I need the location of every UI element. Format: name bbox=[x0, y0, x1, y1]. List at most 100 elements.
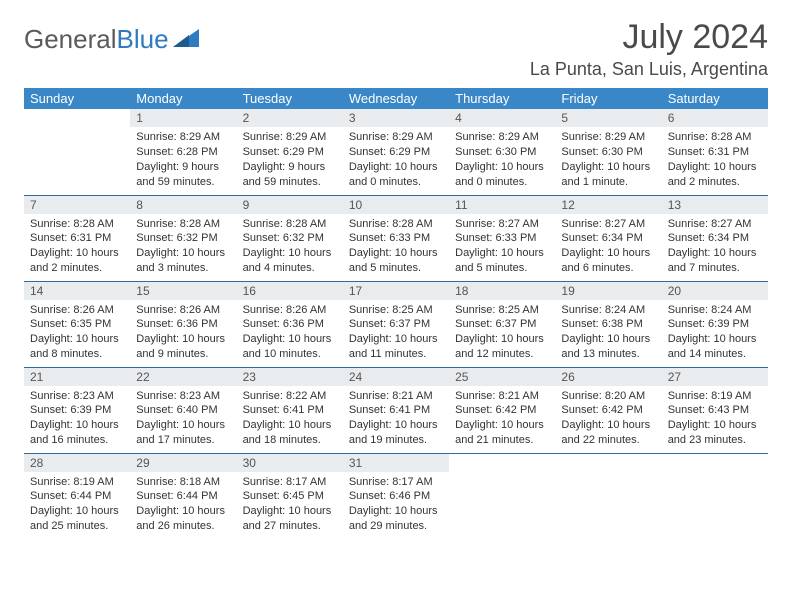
day-body: Sunrise: 8:22 AMSunset: 6:41 PMDaylight:… bbox=[237, 386, 343, 452]
daylight-line2: and 59 minutes. bbox=[243, 175, 337, 190]
weekday-header: Saturday bbox=[662, 88, 768, 109]
day-body: Sunrise: 8:29 AMSunset: 6:30 PMDaylight:… bbox=[555, 127, 661, 193]
day-number: 12 bbox=[555, 196, 661, 214]
calendar-cell bbox=[555, 453, 661, 539]
day-number: 10 bbox=[343, 196, 449, 214]
day-body: Sunrise: 8:27 AMSunset: 6:33 PMDaylight:… bbox=[449, 214, 555, 280]
weekday-header: Friday bbox=[555, 88, 661, 109]
sunset-text: Sunset: 6:41 PM bbox=[243, 403, 337, 418]
sunset-text: Sunset: 6:41 PM bbox=[349, 403, 443, 418]
daylight-line1: Daylight: 10 hours bbox=[455, 332, 549, 347]
sunrise-text: Sunrise: 8:28 AM bbox=[30, 217, 124, 232]
day-number: 13 bbox=[662, 196, 768, 214]
day-body: Sunrise: 8:26 AMSunset: 6:36 PMDaylight:… bbox=[130, 300, 236, 366]
day-number: 1 bbox=[130, 109, 236, 127]
calendar-cell bbox=[662, 453, 768, 539]
day-number: 21 bbox=[24, 368, 130, 386]
daylight-line2: and 11 minutes. bbox=[349, 347, 443, 362]
calendar-cell: 6Sunrise: 8:28 AMSunset: 6:31 PMDaylight… bbox=[662, 109, 768, 195]
daylight-line2: and 12 minutes. bbox=[455, 347, 549, 362]
daylight-line1: Daylight: 10 hours bbox=[30, 246, 124, 261]
day-body: Sunrise: 8:28 AMSunset: 6:31 PMDaylight:… bbox=[24, 214, 130, 280]
calendar-cell: 31Sunrise: 8:17 AMSunset: 6:46 PMDayligh… bbox=[343, 453, 449, 539]
day-number: 18 bbox=[449, 282, 555, 300]
daylight-line1: Daylight: 10 hours bbox=[455, 246, 549, 261]
sunset-text: Sunset: 6:34 PM bbox=[561, 231, 655, 246]
daylight-line2: and 23 minutes. bbox=[668, 433, 762, 448]
calendar-cell: 19Sunrise: 8:24 AMSunset: 6:38 PMDayligh… bbox=[555, 281, 661, 367]
day-body: Sunrise: 8:18 AMSunset: 6:44 PMDaylight:… bbox=[130, 472, 236, 538]
sunset-text: Sunset: 6:32 PM bbox=[243, 231, 337, 246]
daylight-line2: and 9 minutes. bbox=[136, 347, 230, 362]
day-number: 15 bbox=[130, 282, 236, 300]
day-body: Sunrise: 8:17 AMSunset: 6:46 PMDaylight:… bbox=[343, 472, 449, 538]
daylight-line1: Daylight: 10 hours bbox=[243, 418, 337, 433]
calendar-cell: 1Sunrise: 8:29 AMSunset: 6:28 PMDaylight… bbox=[130, 109, 236, 195]
sunrise-text: Sunrise: 8:28 AM bbox=[349, 217, 443, 232]
month-title: July 2024 bbox=[530, 18, 768, 57]
daylight-line2: and 4 minutes. bbox=[243, 261, 337, 276]
daylight-line1: Daylight: 10 hours bbox=[136, 418, 230, 433]
day-number: 26 bbox=[555, 368, 661, 386]
calendar-cell: 26Sunrise: 8:20 AMSunset: 6:42 PMDayligh… bbox=[555, 367, 661, 453]
day-body: Sunrise: 8:19 AMSunset: 6:43 PMDaylight:… bbox=[662, 386, 768, 452]
sunset-text: Sunset: 6:36 PM bbox=[243, 317, 337, 332]
day-number: 31 bbox=[343, 454, 449, 472]
day-body: Sunrise: 8:23 AMSunset: 6:39 PMDaylight:… bbox=[24, 386, 130, 452]
day-number: 24 bbox=[343, 368, 449, 386]
sunrise-text: Sunrise: 8:28 AM bbox=[668, 130, 762, 145]
calendar-cell: 27Sunrise: 8:19 AMSunset: 6:43 PMDayligh… bbox=[662, 367, 768, 453]
day-body: Sunrise: 8:21 AMSunset: 6:42 PMDaylight:… bbox=[449, 386, 555, 452]
sunrise-text: Sunrise: 8:22 AM bbox=[243, 389, 337, 404]
day-body: Sunrise: 8:26 AMSunset: 6:36 PMDaylight:… bbox=[237, 300, 343, 366]
daylight-line2: and 25 minutes. bbox=[30, 519, 124, 534]
day-body: Sunrise: 8:28 AMSunset: 6:31 PMDaylight:… bbox=[662, 127, 768, 193]
day-number: 25 bbox=[449, 368, 555, 386]
daylight-line2: and 59 minutes. bbox=[136, 175, 230, 190]
sunset-text: Sunset: 6:45 PM bbox=[243, 489, 337, 504]
day-body: Sunrise: 8:26 AMSunset: 6:35 PMDaylight:… bbox=[24, 300, 130, 366]
daylight-line1: Daylight: 10 hours bbox=[561, 160, 655, 175]
day-number: 19 bbox=[555, 282, 661, 300]
day-number: 27 bbox=[662, 368, 768, 386]
daylight-line2: and 16 minutes. bbox=[30, 433, 124, 448]
sunrise-text: Sunrise: 8:27 AM bbox=[455, 217, 549, 232]
calendar-cell: 3Sunrise: 8:29 AMSunset: 6:29 PMDaylight… bbox=[343, 109, 449, 195]
daylight-line1: Daylight: 10 hours bbox=[30, 504, 124, 519]
day-body: Sunrise: 8:20 AMSunset: 6:42 PMDaylight:… bbox=[555, 386, 661, 452]
daylight-line2: and 27 minutes. bbox=[243, 519, 337, 534]
sunrise-text: Sunrise: 8:21 AM bbox=[349, 389, 443, 404]
sunset-text: Sunset: 6:31 PM bbox=[30, 231, 124, 246]
sunrise-text: Sunrise: 8:17 AM bbox=[349, 475, 443, 490]
daylight-line1: Daylight: 10 hours bbox=[668, 246, 762, 261]
day-body: Sunrise: 8:24 AMSunset: 6:39 PMDaylight:… bbox=[662, 300, 768, 366]
calendar-cell: 10Sunrise: 8:28 AMSunset: 6:33 PMDayligh… bbox=[343, 195, 449, 281]
sunrise-text: Sunrise: 8:23 AM bbox=[136, 389, 230, 404]
daylight-line1: Daylight: 10 hours bbox=[136, 504, 230, 519]
calendar-cell: 11Sunrise: 8:27 AMSunset: 6:33 PMDayligh… bbox=[449, 195, 555, 281]
daylight-line2: and 7 minutes. bbox=[668, 261, 762, 276]
day-body: Sunrise: 8:28 AMSunset: 6:32 PMDaylight:… bbox=[237, 214, 343, 280]
day-number: 28 bbox=[24, 454, 130, 472]
day-body: Sunrise: 8:29 AMSunset: 6:29 PMDaylight:… bbox=[237, 127, 343, 193]
logo-part2: Blue bbox=[117, 24, 169, 54]
day-number: 23 bbox=[237, 368, 343, 386]
daylight-line1: Daylight: 10 hours bbox=[668, 160, 762, 175]
weekday-header-row: SundayMondayTuesdayWednesdayThursdayFrid… bbox=[24, 88, 768, 109]
calendar-cell: 12Sunrise: 8:27 AMSunset: 6:34 PMDayligh… bbox=[555, 195, 661, 281]
sunrise-text: Sunrise: 8:25 AM bbox=[455, 303, 549, 318]
daylight-line1: Daylight: 10 hours bbox=[349, 160, 443, 175]
daylight-line1: Daylight: 10 hours bbox=[455, 160, 549, 175]
daylight-line1: Daylight: 10 hours bbox=[455, 418, 549, 433]
daylight-line2: and 6 minutes. bbox=[561, 261, 655, 276]
day-body: Sunrise: 8:27 AMSunset: 6:34 PMDaylight:… bbox=[555, 214, 661, 280]
sunset-text: Sunset: 6:29 PM bbox=[243, 145, 337, 160]
calendar-cell: 23Sunrise: 8:22 AMSunset: 6:41 PMDayligh… bbox=[237, 367, 343, 453]
sunset-text: Sunset: 6:37 PM bbox=[455, 317, 549, 332]
sunrise-text: Sunrise: 8:29 AM bbox=[455, 130, 549, 145]
daylight-line2: and 29 minutes. bbox=[349, 519, 443, 534]
sunset-text: Sunset: 6:44 PM bbox=[136, 489, 230, 504]
calendar-cell: 8Sunrise: 8:28 AMSunset: 6:32 PMDaylight… bbox=[130, 195, 236, 281]
sunset-text: Sunset: 6:39 PM bbox=[668, 317, 762, 332]
daylight-line2: and 22 minutes. bbox=[561, 433, 655, 448]
